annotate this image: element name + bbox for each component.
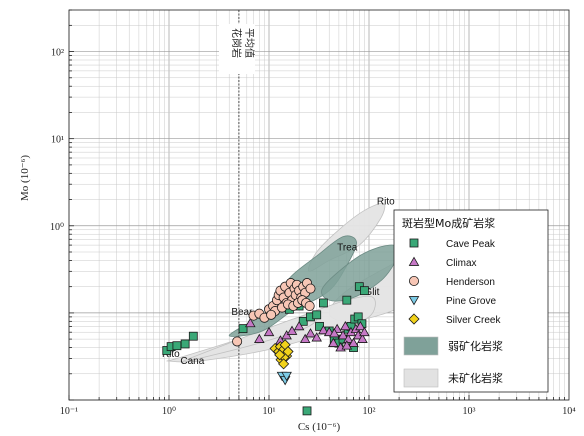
series-henderson: [232, 278, 316, 347]
legend-title: 斑岩型Mo成矿岩浆: [402, 216, 495, 230]
data-point: [341, 340, 353, 350]
data-point: [172, 341, 182, 351]
legend-marker: [409, 238, 419, 248]
data-point: [299, 333, 311, 343]
x-tick-label: 10⁰: [162, 406, 176, 417]
legend-label: Silver Creek: [446, 315, 501, 326]
data-point: [340, 320, 351, 331]
series-climax: [245, 317, 370, 352]
legend-label: Climax: [446, 258, 477, 269]
x-tick-label: 10³: [463, 406, 476, 417]
data-point: [293, 320, 305, 331]
data-point: [319, 298, 328, 308]
granite-average-label-line2: 平均值: [243, 28, 256, 58]
data-point: [312, 310, 322, 320]
region-label: Trea: [337, 243, 358, 254]
legend-marker: [408, 296, 420, 306]
x-axis-title: Cs (10⁻⁶): [298, 421, 341, 433]
data-point: [357, 333, 368, 343]
data-point: [305, 328, 316, 338]
legend-swatch: [403, 336, 439, 356]
data-point: [360, 286, 369, 296]
legend-marker: [408, 275, 419, 286]
data-point: [282, 345, 294, 358]
data-point: [337, 330, 349, 340]
region-label: Bear: [231, 307, 253, 318]
data-point: [305, 283, 316, 294]
data-points: [162, 270, 420, 416]
data-point: [281, 371, 292, 382]
data-point: [281, 330, 292, 340]
granite-average-label: 花岗岩 平均值: [219, 24, 256, 74]
data-point: [188, 331, 198, 341]
data-point: [274, 349, 286, 361]
legend-swatch: [403, 368, 439, 388]
data-point: [302, 406, 312, 416]
data-point: [238, 324, 248, 334]
legend-label: 未矿化岩浆: [448, 371, 503, 385]
region-label: Glit: [364, 287, 379, 298]
data-point: [342, 295, 352, 305]
plot-frame: [68, 9, 570, 401]
data-point: [329, 328, 340, 338]
series-pine-grove: [276, 371, 292, 386]
y-axis-title: Mo (10⁻⁶): [19, 155, 31, 201]
legend-label: Pine Grove: [446, 296, 496, 307]
data-point: [286, 325, 298, 335]
legend-marker: [408, 256, 420, 266]
series-silver-creek: [269, 339, 294, 370]
legend-label: 弱矿化岩浆: [448, 339, 503, 353]
legend: 斑岩型Mo成矿岩浆 Cave Peak Climax Henderson Pine Gr…: [393, 209, 549, 393]
data-point: [342, 333, 354, 343]
data-point: [348, 337, 359, 347]
region-label: Rito: [377, 197, 395, 208]
x-tick-label: 10¹: [263, 406, 276, 417]
legend-label: Henderson: [446, 277, 495, 288]
y-tick-label: 10⁰: [50, 222, 64, 233]
x-tick-label: 10²: [363, 406, 376, 417]
data-point: [355, 320, 366, 331]
data-point: [318, 324, 329, 335]
data-point: [232, 336, 243, 347]
data-point: [254, 333, 265, 343]
data-point: [311, 332, 323, 342]
y-tick-label: 10²: [51, 48, 64, 59]
data-point: [278, 358, 290, 370]
y-tick-label: 10¹: [51, 135, 64, 146]
x-tick-label: 10⁻¹: [60, 406, 78, 417]
x-tick-label: 10⁴: [562, 406, 576, 417]
legend-box: [393, 209, 549, 393]
data-point: [180, 339, 190, 349]
data-point: [266, 309, 277, 320]
data-point: [245, 317, 256, 328]
granite-average-label-line1: 花岗岩: [230, 28, 243, 58]
data-point: [263, 326, 275, 337]
data-point: [304, 300, 315, 311]
legend-marker: [408, 313, 420, 325]
legend-label: Cave Peak: [446, 239, 496, 250]
data-point: [328, 337, 339, 347]
data-point: [359, 326, 370, 337]
region-label: Cana: [180, 356, 204, 367]
axis-ticks: 10⁻¹ 10⁰ 10¹ 10² 10³ 10⁴ 10⁰ 10¹ 10²: [50, 9, 576, 417]
